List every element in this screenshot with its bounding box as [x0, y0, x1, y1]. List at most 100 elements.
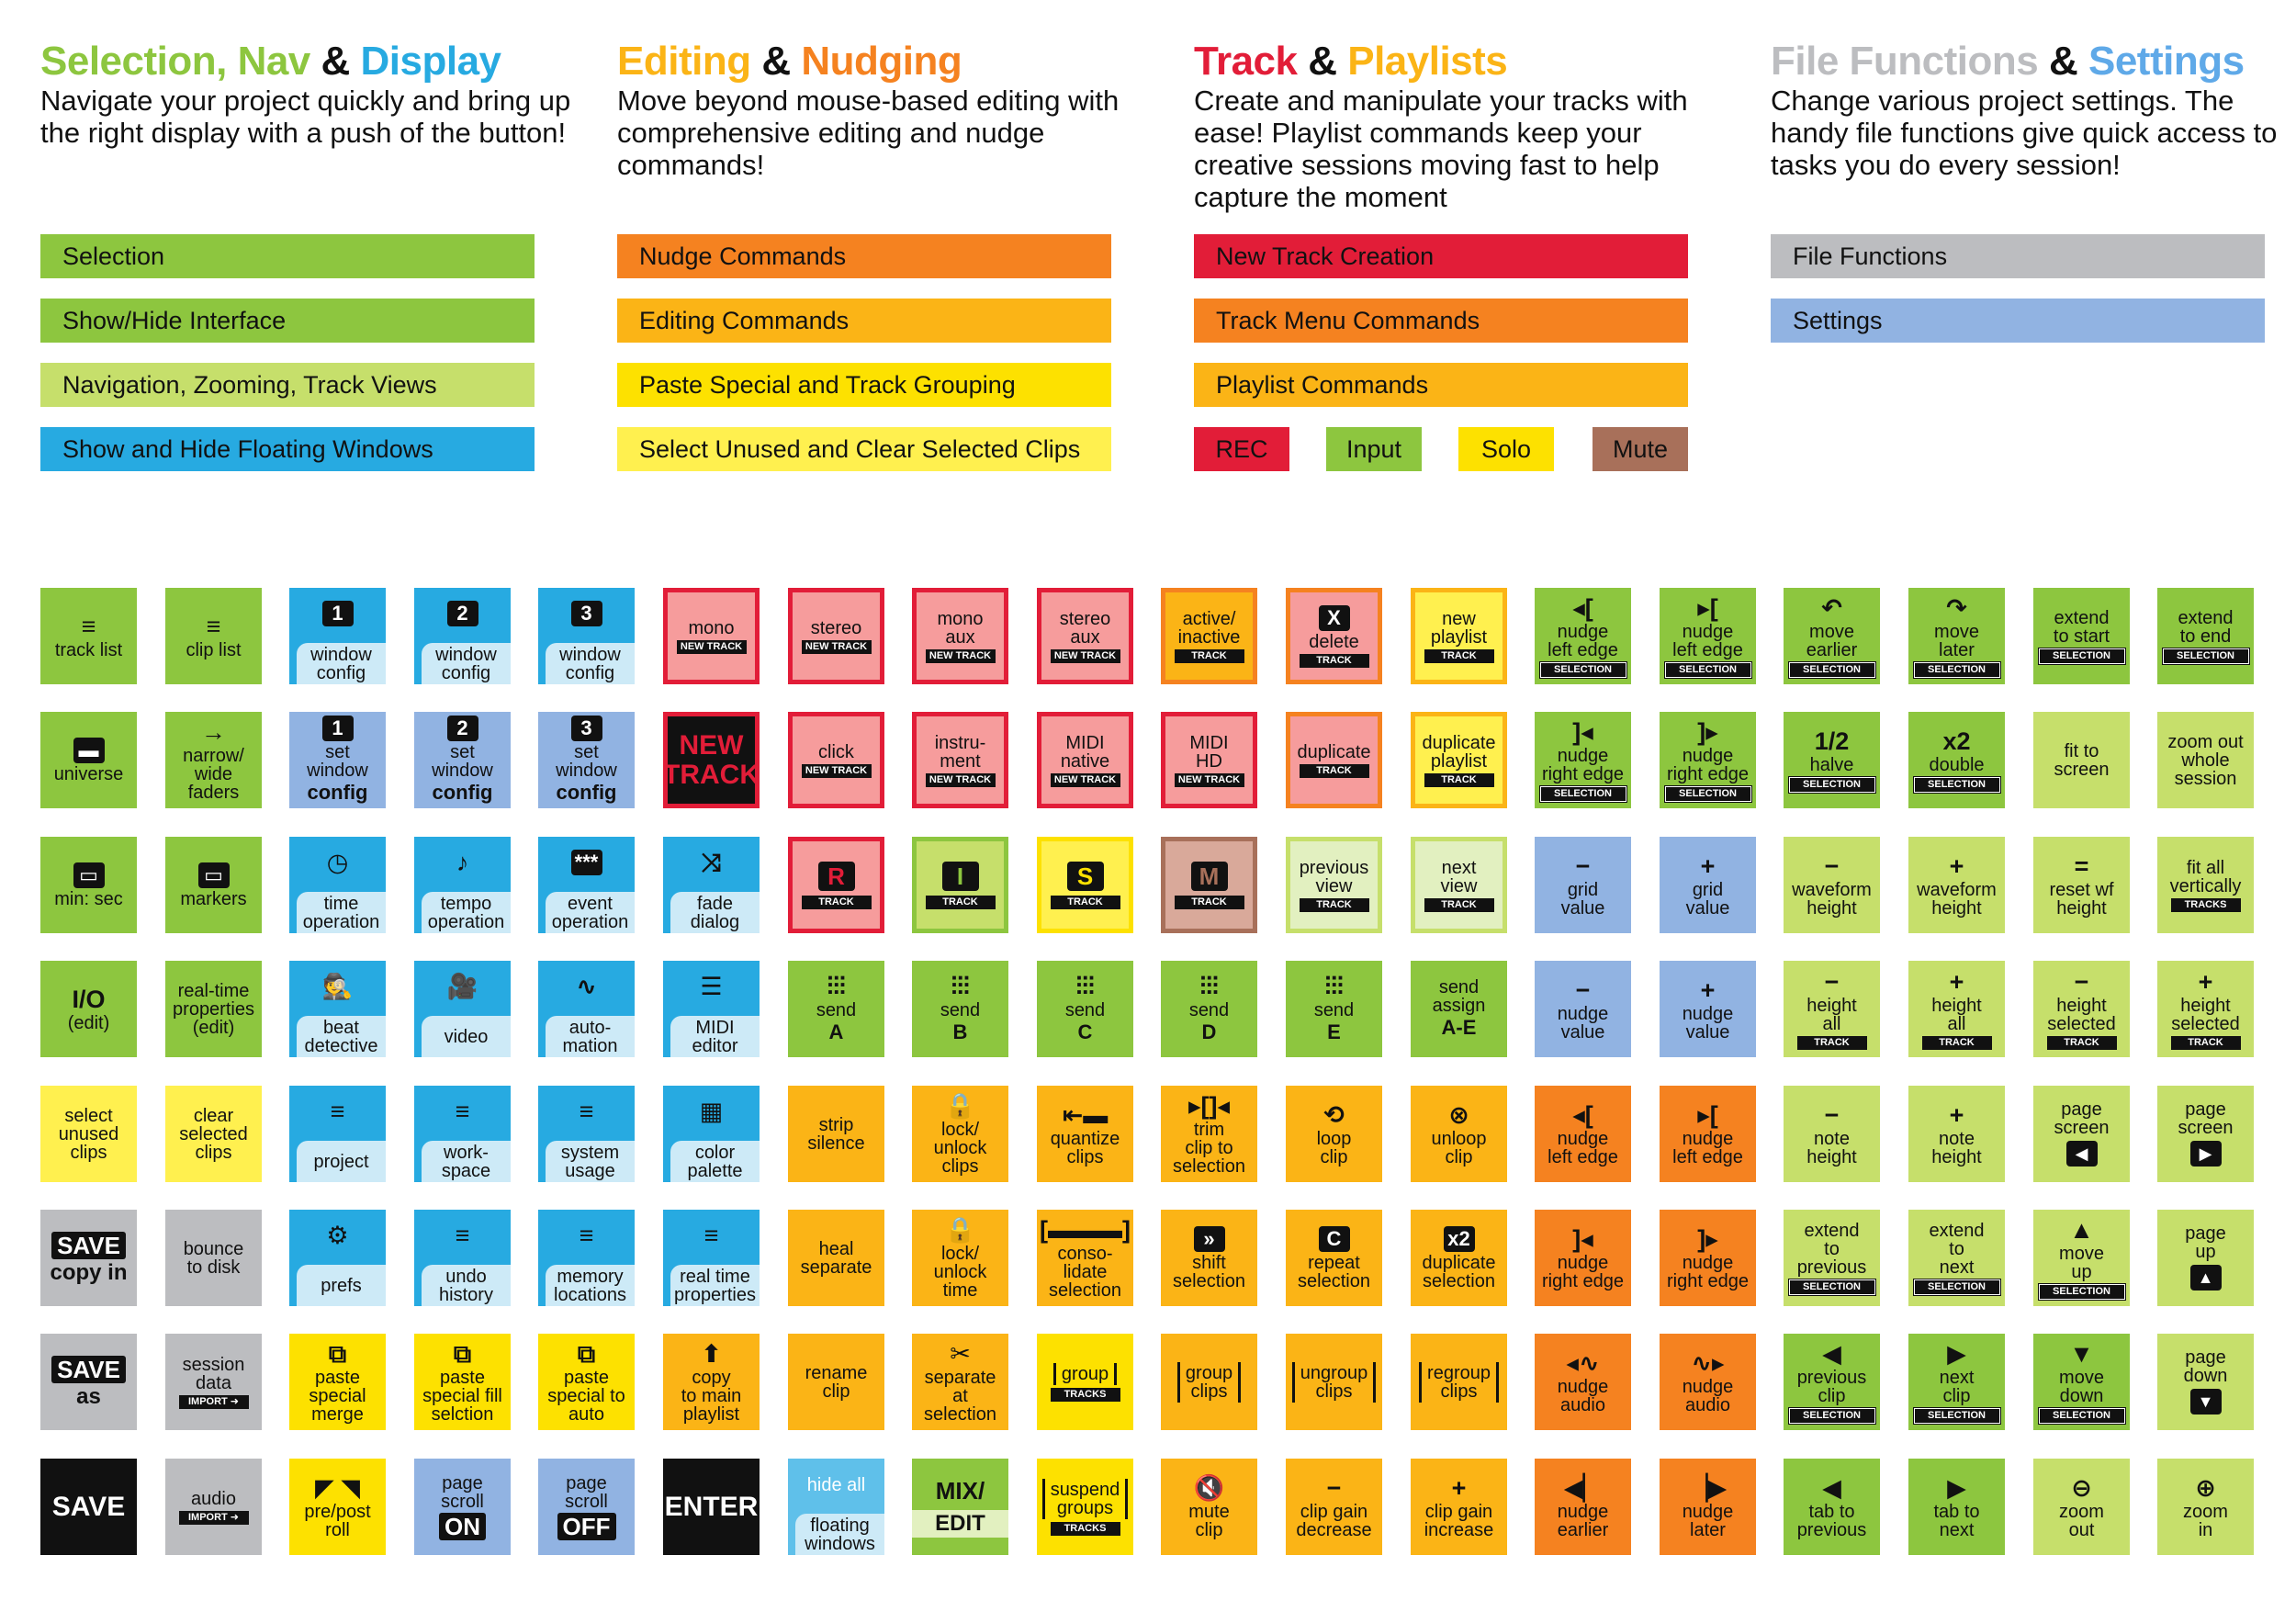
shortcut-key[interactable]: ⊕ zoom in — [2157, 1459, 2254, 1555]
shortcut-key[interactable]: ◂[nudge left edge — [1535, 1086, 1631, 1182]
shortcut-key[interactable]: − grid value — [1535, 837, 1631, 933]
shortcut-key[interactable]: ▬ universe — [40, 712, 137, 808]
shortcut-key[interactable]: − waveform height — [1784, 837, 1880, 933]
shortcut-key[interactable]: 🎥 video — [414, 961, 511, 1057]
shortcut-key[interactable]: NEW TRACK — [663, 712, 760, 808]
shortcut-key[interactable]: ⤨ fade dialog — [663, 837, 760, 933]
shortcut-key[interactable]: ⟲ loop clip — [1286, 1086, 1382, 1182]
shortcut-key[interactable]: + height all TRACK — [1908, 961, 2005, 1057]
shortcut-key[interactable]: 1 set window config — [289, 712, 386, 808]
shortcut-key[interactable]: ]▸ nudge right edge SELECTION — [1660, 712, 1756, 808]
shortcut-key[interactable]: 1 window config — [289, 588, 386, 684]
shortcut-key[interactable]: MIDI native NEW TRACK — [1037, 712, 1133, 808]
shortcut-key[interactable]: ▭ min: sec — [40, 837, 137, 933]
shortcut-key[interactable]: R TRACK — [788, 837, 884, 933]
shortcut-key[interactable]: fit all vertically TRACKS — [2157, 837, 2254, 933]
shortcut-key[interactable]: ⫶⫶⫶ send B — [912, 961, 1008, 1057]
shortcut-key[interactable]: duplicate TRACK — [1286, 712, 1382, 808]
shortcut-key[interactable]: 3 set window config — [538, 712, 635, 808]
shortcut-key[interactable]: SAVE copy in — [40, 1210, 137, 1306]
shortcut-key[interactable]: ]◂ nudge right edge SELECTION — [1535, 712, 1631, 808]
shortcut-key[interactable]: ◷ time operation — [289, 837, 386, 933]
shortcut-key[interactable]: [▬▬▬] conso- lidate selection — [1037, 1210, 1133, 1306]
shortcut-key[interactable]: ⊖ zoom out — [2033, 1459, 2130, 1555]
shortcut-key[interactable]: duplicate playlist TRACK — [1411, 712, 1507, 808]
shortcut-key[interactable]: heal separate — [788, 1210, 884, 1306]
shortcut-key[interactable]: 1/2 halve SELECTION — [1784, 712, 1880, 808]
shortcut-key[interactable]: ≡ clip list — [165, 588, 262, 684]
shortcut-key[interactable]: ]▸ nudge right edge — [1660, 1210, 1756, 1306]
shortcut-key[interactable]: ▕▶ nudge later — [1660, 1459, 1756, 1555]
shortcut-key[interactable]: + grid value — [1660, 837, 1756, 933]
shortcut-key[interactable]: ⊗ unloop clip — [1411, 1086, 1507, 1182]
shortcut-key[interactable]: mono aux NEW TRACK — [912, 588, 1008, 684]
shortcut-key[interactable]: x2 double SELECTION — [1908, 712, 2005, 808]
shortcut-key[interactable]: extend to next SELECTION — [1908, 1210, 2005, 1306]
shortcut-key[interactable]: bounce to disk — [165, 1210, 262, 1306]
shortcut-key[interactable]: ]◂ nudge right edge — [1535, 1210, 1631, 1306]
shortcut-key[interactable]: clear selected clips — [165, 1086, 262, 1182]
shortcut-key[interactable]: ◤ ◥ pre/post roll — [289, 1459, 386, 1555]
shortcut-key[interactable]: ⫶⫶⫶ send D — [1161, 961, 1257, 1057]
shortcut-key[interactable]: active/ inactive TRACK — [1161, 588, 1257, 684]
shortcut-key[interactable]: ∿▸ nudge audio — [1660, 1334, 1756, 1430]
shortcut-key[interactable]: new playlist TRACK — [1411, 588, 1507, 684]
shortcut-key[interactable]: ▸[nudge left edge — [1660, 1086, 1756, 1182]
shortcut-key[interactable]: 🔒 lock/ unlock clips — [912, 1086, 1008, 1182]
shortcut-key[interactable]: ◀ previous clip SELECTION — [1784, 1334, 1880, 1430]
shortcut-key[interactable]: stereo aux NEW TRACK — [1037, 588, 1133, 684]
shortcut-key[interactable]: rename clip — [788, 1334, 884, 1430]
shortcut-key[interactable]: ▸[nudge left edge SELECTION — [1660, 588, 1756, 684]
shortcut-key[interactable]: extend to start SELECTION — [2033, 588, 2130, 684]
shortcut-key[interactable]: S TRACK — [1037, 837, 1133, 933]
shortcut-key[interactable]: ⫶⫶⫶ send A — [788, 961, 884, 1057]
shortcut-key[interactable]: regroup clips — [1411, 1334, 1507, 1430]
shortcut-key[interactable]: ≡ project — [289, 1086, 386, 1182]
shortcut-key[interactable]: + note height — [1908, 1086, 2005, 1182]
shortcut-key[interactable]: suspend groups TRACKS — [1037, 1459, 1133, 1555]
shortcut-key[interactable]: ⧉ paste special to auto — [538, 1334, 635, 1430]
shortcut-key[interactable]: ▸[]◂ trim clip to selection — [1161, 1086, 1257, 1182]
shortcut-key[interactable]: ✂ separate at selection — [912, 1334, 1008, 1430]
shortcut-key[interactable]: M TRACK — [1161, 837, 1257, 933]
shortcut-key[interactable]: MIX/EDIT — [912, 1459, 1008, 1555]
shortcut-key[interactable]: ≡ system usage — [538, 1086, 635, 1182]
shortcut-key[interactable]: + nudge value — [1660, 961, 1756, 1057]
shortcut-key[interactable]: next view TRACK — [1411, 837, 1507, 933]
shortcut-key[interactable]: strip silence — [788, 1086, 884, 1182]
shortcut-key[interactable]: previous view TRACK — [1286, 837, 1382, 933]
shortcut-key[interactable]: page up ▲ — [2157, 1210, 2254, 1306]
shortcut-key[interactable]: page screen ◀ — [2033, 1086, 2130, 1182]
shortcut-key[interactable]: click NEW TRACK — [788, 712, 884, 808]
shortcut-key[interactable]: real-time properties (edit) — [165, 961, 262, 1057]
shortcut-key[interactable]: audio IMPORT ➜ — [165, 1459, 262, 1555]
shortcut-key[interactable]: select unused clips — [40, 1086, 137, 1182]
shortcut-key[interactable]: − nudge value — [1535, 961, 1631, 1057]
shortcut-key[interactable]: page down ▼ — [2157, 1334, 2254, 1430]
shortcut-key[interactable]: 🕵 beat detective — [289, 961, 386, 1057]
shortcut-key[interactable]: = reset wf height — [2033, 837, 2130, 933]
shortcut-key[interactable]: 🔒 lock/ unlock time — [912, 1210, 1008, 1306]
shortcut-key[interactable]: − height all TRACK — [1784, 961, 1880, 1057]
shortcut-key[interactable]: ◂[nudge left edge SELECTION — [1535, 588, 1631, 684]
shortcut-key[interactable]: ▦ color palette — [663, 1086, 760, 1182]
shortcut-key[interactable]: − clip gain decrease — [1286, 1459, 1382, 1555]
shortcut-key[interactable]: 3 window config — [538, 588, 635, 684]
shortcut-key[interactable]: ◂∿ nudge audio — [1535, 1334, 1631, 1430]
shortcut-key[interactable]: send assign A-E — [1411, 961, 1507, 1057]
shortcut-key[interactable]: ▼ move down SELECTION — [2033, 1334, 2130, 1430]
shortcut-key[interactable]: MIDI HD NEW TRACK — [1161, 712, 1257, 808]
shortcut-key[interactable]: ▶ tab to next — [1908, 1459, 2005, 1555]
shortcut-key[interactable]: group clips — [1161, 1334, 1257, 1430]
shortcut-key[interactable]: 2 set window config — [414, 712, 511, 808]
shortcut-key[interactable]: group TRACKS — [1037, 1334, 1133, 1430]
shortcut-key[interactable]: ⧉ paste special merge — [289, 1334, 386, 1430]
shortcut-key[interactable]: SAVE as — [40, 1334, 137, 1430]
shortcut-key[interactable]: I/O (edit) — [40, 961, 137, 1057]
shortcut-key[interactable]: ☰ MIDI editor — [663, 961, 760, 1057]
shortcut-key[interactable]: ≡ undo history — [414, 1210, 511, 1306]
shortcut-key[interactable]: ♪ tempo operation — [414, 837, 511, 933]
shortcut-key[interactable]: ⫶⫶⫶ send C — [1037, 961, 1133, 1057]
